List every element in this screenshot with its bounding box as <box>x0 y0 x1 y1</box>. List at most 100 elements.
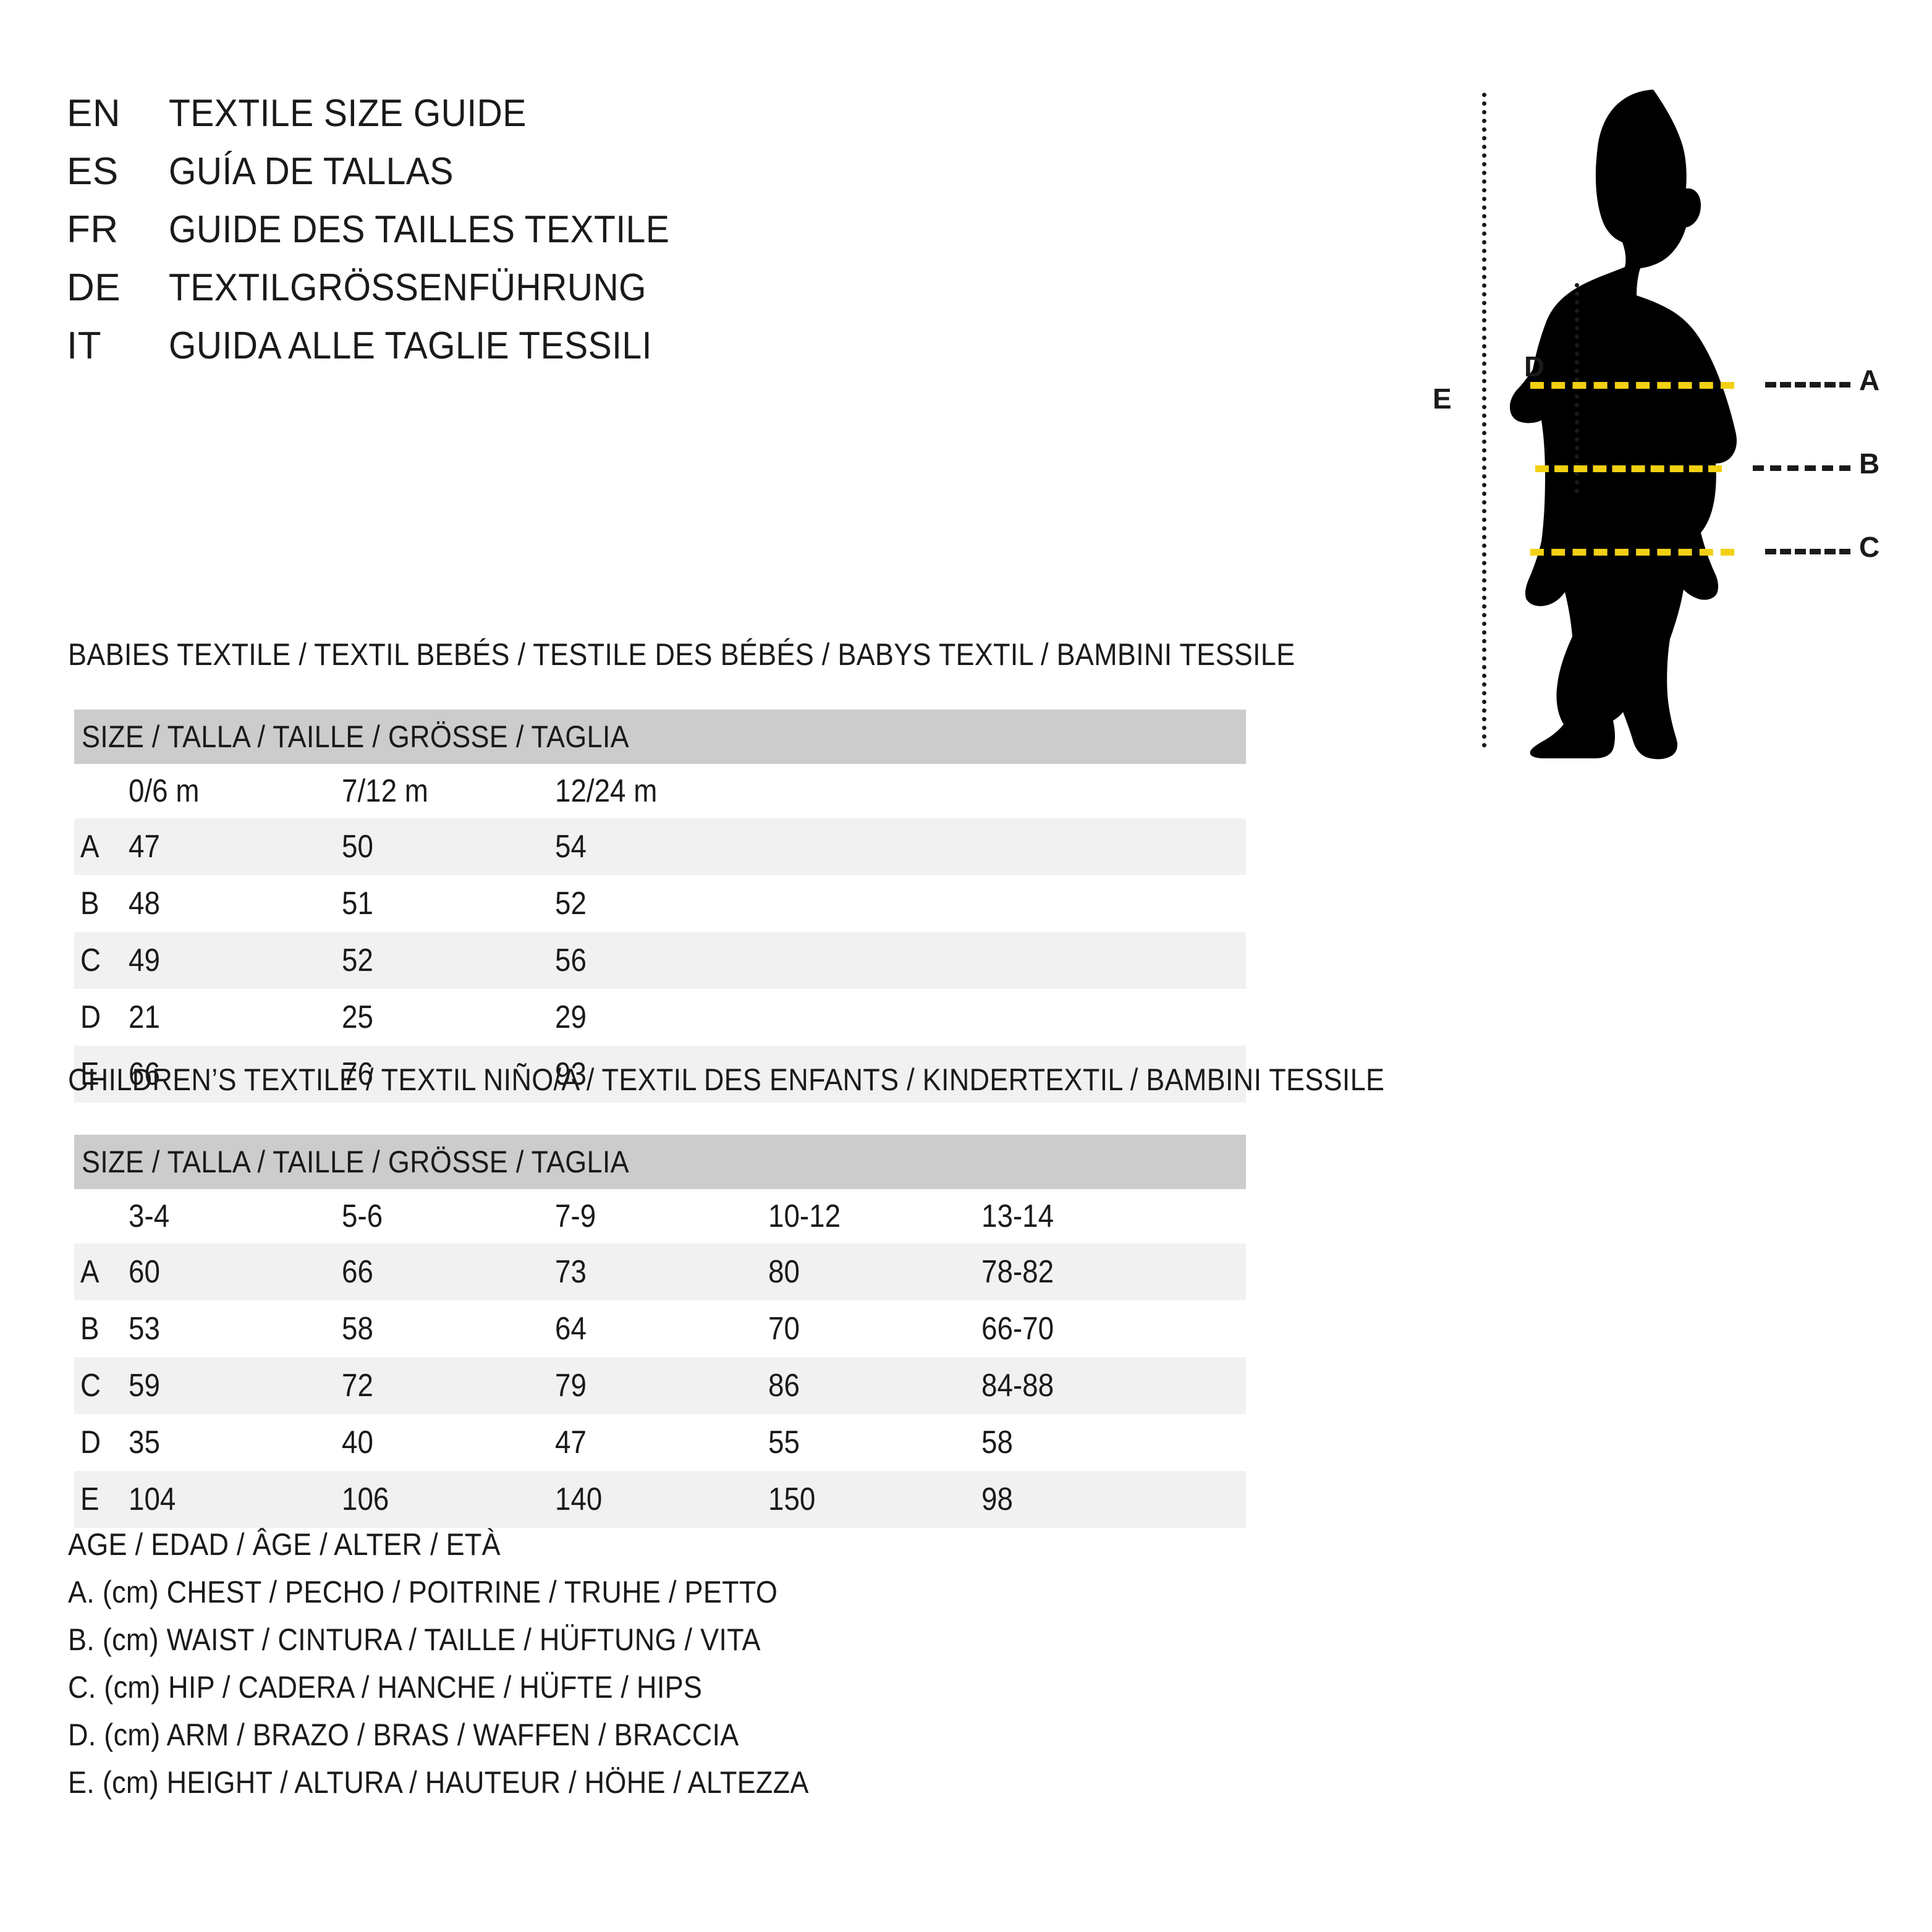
legend-line-c: C. (cm) HIP / CADERA / HANCHE / HÜFTE / … <box>68 1670 703 1705</box>
babies-cell-d-0: 21 <box>129 999 160 1035</box>
children-cell-e-2: 140 <box>555 1481 603 1517</box>
title-lang-it: IT <box>67 324 102 367</box>
babies-cell-c-0: 49 <box>129 943 160 978</box>
title-lang-de: DE <box>67 266 121 309</box>
babies-table-header-label: SIZE / TALLA / TAILLE / GRÖSSE / TAGLIA <box>82 719 629 754</box>
title-lang-en: EN <box>67 92 121 135</box>
children-cell-e-4: 98 <box>981 1481 1013 1517</box>
babies-row-label-b: B <box>80 886 100 922</box>
babies-cell-b-2: 52 <box>555 886 587 922</box>
waist-leader-line <box>1753 465 1850 471</box>
children-table-header: SIZE / TALLA / TAILLE / GRÖSSE / TAGLIA <box>74 1135 1246 1189</box>
title-text-fr: GUIDE DES TAILLES TEXTILE <box>169 208 670 251</box>
children-table-header-label: SIZE / TALLA / TAILLE / GRÖSSE / TAGLIA <box>82 1145 629 1179</box>
babies-column-2: 12/24 m <box>555 773 658 809</box>
table-row: E 66 76 93 <box>74 1046 1246 1103</box>
legend-line-age: AGE / EDAD / ÂGE / ALTER / ETÀ <box>68 1527 501 1562</box>
babies-cell-c-1: 52 <box>342 943 373 978</box>
title-text-en: TEXTILE SIZE GUIDE <box>169 92 527 135</box>
children-row-label-b: B <box>80 1311 100 1347</box>
children-cell-c-3: 86 <box>768 1368 800 1404</box>
babies-cell-e-2: 93 <box>555 1056 587 1092</box>
hip-measure-line <box>1530 549 1734 556</box>
babies-row-label-c: C <box>80 943 101 978</box>
children-column-1: 5-6 <box>342 1198 383 1234</box>
children-cell-a-3: 80 <box>768 1254 800 1290</box>
table-row: A 60 66 73 80 78-82 <box>74 1244 1246 1300</box>
children-cell-c-4: 84-88 <box>981 1368 1054 1404</box>
children-cell-c-0: 59 <box>129 1368 160 1404</box>
children-cell-a-2: 73 <box>555 1254 587 1290</box>
babies-column-header-row: 0/6 m 7/12 m 12/24 m <box>74 764 1246 818</box>
title-lang-fr: FR <box>67 208 119 251</box>
children-cell-e-1: 106 <box>342 1481 389 1517</box>
children-cell-e-0: 104 <box>129 1481 176 1517</box>
babies-table-header: SIZE / TALLA / TAILLE / GRÖSSE / TAGLIA <box>74 710 1246 764</box>
babies-column-1: 7/12 m <box>342 773 428 809</box>
children-cell-b-3: 70 <box>768 1311 800 1347</box>
measurement-diagram: E D A B C <box>1409 68 1916 760</box>
children-cell-c-1: 72 <box>342 1368 373 1404</box>
title-text-es: GUÍA DE TALLAS <box>169 150 454 193</box>
children-column-3: 10-12 <box>768 1198 841 1234</box>
babies-cell-d-2: 29 <box>555 999 587 1035</box>
table-row: C 49 52 56 <box>74 932 1246 989</box>
waist-measure-line <box>1535 465 1722 472</box>
chest-measure-line <box>1530 382 1734 389</box>
title-row: FR GUIDE DES TAILLES TEXTILE <box>67 208 994 266</box>
legend-line-e: E. (cm) HEIGHT / ALTURA / HAUTEUR / HÖHE… <box>68 1765 809 1800</box>
babies-row-label-a: A <box>80 829 100 865</box>
babies-row-label-d: D <box>80 999 101 1035</box>
babies-column-0: 0/6 m <box>129 773 200 809</box>
table-row: D 21 25 29 <box>74 989 1246 1046</box>
children-cell-e-3: 150 <box>768 1481 816 1517</box>
babies-cell-a-1: 50 <box>342 829 373 865</box>
title-row: ES GUÍA DE TALLAS <box>67 150 994 208</box>
spacer-cell <box>74 1198 129 1235</box>
table-row: C 59 72 79 86 84-88 <box>74 1357 1246 1414</box>
children-cell-b-4: 66-70 <box>981 1311 1054 1347</box>
title-row: IT GUIDA ALLE TAGLIE TESSILI <box>67 324 994 382</box>
title-lang-es: ES <box>67 150 119 193</box>
babies-cell-c-2: 56 <box>555 943 587 978</box>
figure-label-e: E <box>1433 383 1452 415</box>
hip-leader-line <box>1765 549 1850 554</box>
children-column-4: 13-14 <box>981 1198 1054 1234</box>
figure-label-a: A <box>1859 364 1880 396</box>
babies-row-label-e: E <box>80 1056 100 1092</box>
babies-section-caption: BABIES TEXTILE / TEXTIL BEBÉS / TESTILE … <box>68 637 1295 672</box>
children-size-table: SIZE / TALLA / TAILLE / GRÖSSE / TAGLIA … <box>74 1135 1246 1528</box>
babies-cell-d-1: 25 <box>342 999 373 1035</box>
table-row: A 47 50 54 <box>74 818 1246 875</box>
table-row: B 53 58 64 70 66-70 <box>74 1300 1246 1357</box>
table-row: B 48 51 52 <box>74 875 1246 932</box>
children-row-label-d: D <box>80 1425 101 1460</box>
children-column-0: 3-4 <box>129 1198 170 1234</box>
table-row: D 35 40 47 55 58 <box>74 1414 1246 1471</box>
children-cell-a-4: 78-82 <box>981 1254 1054 1290</box>
children-cell-b-0: 53 <box>129 1311 160 1347</box>
children-cell-d-2: 47 <box>555 1425 587 1460</box>
child-silhouette-icon <box>1510 90 1737 760</box>
children-cell-c-2: 79 <box>555 1368 587 1404</box>
children-row-label-a: A <box>80 1254 100 1290</box>
babies-size-table: SIZE / TALLA / TAILLE / GRÖSSE / TAGLIA … <box>74 710 1246 1103</box>
measurement-legend: AGE / EDAD / ÂGE / ALTER / ETÀ A. (cm) C… <box>68 1527 1180 1812</box>
table-row: E 104 106 140 150 98 <box>74 1471 1246 1528</box>
children-column-2: 7-9 <box>555 1198 596 1234</box>
title-text-it: GUIDA ALLE TAGLIE TESSILI <box>169 324 652 367</box>
children-cell-d-0: 35 <box>129 1425 160 1460</box>
children-cell-b-1: 58 <box>342 1311 373 1347</box>
babies-cell-b-1: 51 <box>342 886 373 922</box>
children-column-header-row: 3-4 5-6 7-9 10-12 13-14 <box>74 1189 1246 1244</box>
children-cell-d-4: 58 <box>981 1425 1013 1460</box>
figure-label-c: C <box>1859 531 1880 563</box>
children-cell-a-1: 66 <box>342 1254 373 1290</box>
legend-line-b: B. (cm) WAIST / CINTURA / TAILLE / HÜFTU… <box>68 1622 761 1657</box>
babies-cell-b-0: 48 <box>129 886 160 922</box>
children-section-caption: CHILDREN’S TEXTILE / TEXTIL NIÑO/A / TEX… <box>68 1062 1385 1097</box>
babies-cell-e-0: 66 <box>129 1056 160 1092</box>
title-block: EN TEXTILE SIZE GUIDE ES GUÍA DE TALLAS … <box>67 91 994 382</box>
height-guide-line <box>1482 93 1486 748</box>
children-cell-d-1: 40 <box>342 1425 373 1460</box>
